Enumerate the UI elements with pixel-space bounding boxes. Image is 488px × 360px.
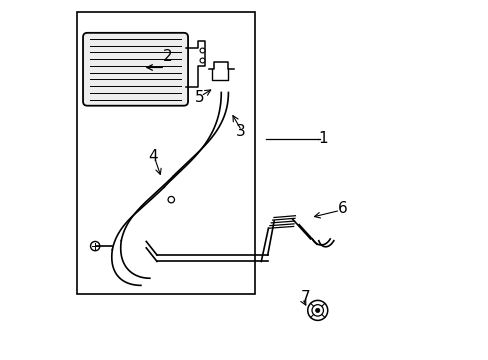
FancyBboxPatch shape [83, 33, 188, 106]
Circle shape [315, 308, 319, 312]
Bar [77, 12, 255, 294]
Circle shape [90, 242, 100, 251]
Text: 5: 5 [195, 90, 204, 105]
Text: 6: 6 [337, 201, 347, 216]
Circle shape [307, 300, 327, 320]
Circle shape [311, 305, 323, 316]
Text: 3: 3 [236, 124, 245, 139]
Text: 4: 4 [148, 149, 158, 164]
Text: 2: 2 [163, 49, 172, 64]
Text: 1: 1 [318, 131, 327, 147]
Circle shape [168, 197, 174, 203]
Text: 7: 7 [300, 291, 309, 305]
